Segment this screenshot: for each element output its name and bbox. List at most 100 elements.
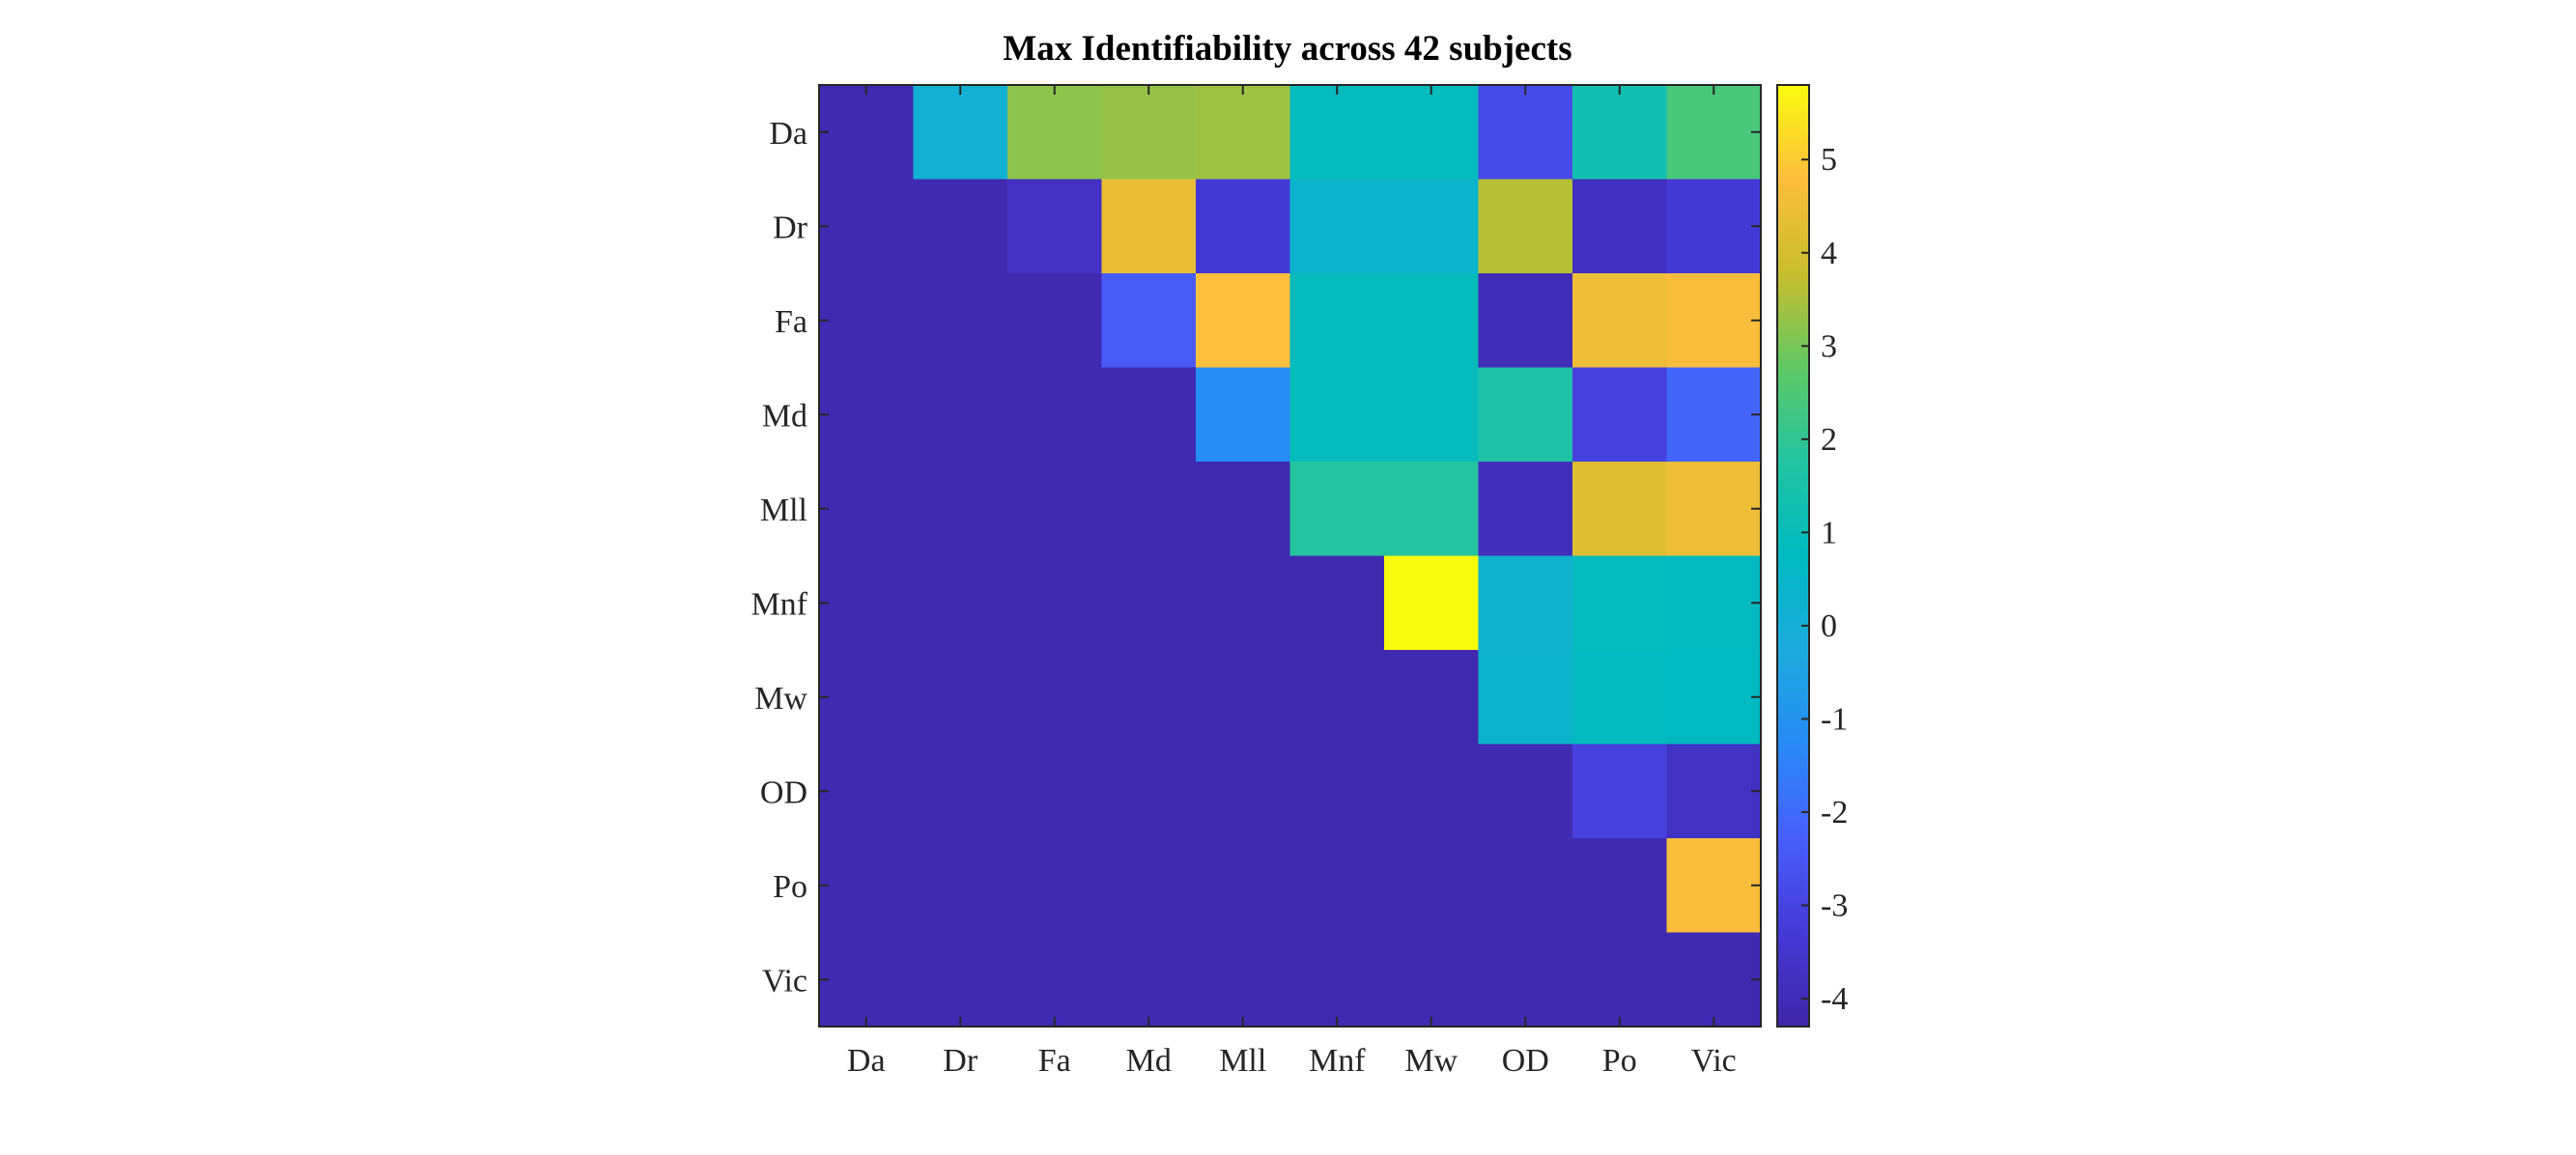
heatmap-cell — [819, 85, 915, 181]
colorbar-frame — [1776, 84, 1810, 1028]
x-tick-label: Dr — [943, 1043, 978, 1079]
colorbar-ticks: -4 -3 -2 -1 0 1 2 3 4 5 — [1801, 142, 1848, 1017]
heatmap-cell — [1572, 744, 1668, 839]
heatmap-cell — [1289, 273, 1385, 369]
heatmap-cell — [1007, 744, 1103, 839]
heatmap-cell — [1478, 650, 1573, 746]
heatmap-cell — [1666, 744, 1762, 839]
x-tick-label: Mnf — [1309, 1043, 1366, 1079]
heatmap-cell — [1478, 838, 1573, 934]
y-tick-label: Vic — [762, 963, 807, 999]
y-tick-label: Mll — [760, 493, 807, 528]
heatmap-cell — [819, 367, 915, 463]
colorbar-tick-label: 0 — [1821, 608, 1837, 644]
heatmap-cell — [1289, 744, 1385, 839]
x-tick-label: Fa — [1038, 1043, 1071, 1079]
heatmap-cell — [1289, 932, 1385, 1028]
heatmap-cell — [1384, 555, 1480, 651]
x-tick-label: Mll — [1219, 1043, 1266, 1079]
heatmap-cell — [1572, 367, 1668, 463]
heatmap-cell — [1572, 555, 1668, 651]
x-tick-label: Md — [1126, 1043, 1172, 1079]
heatmap-cell — [913, 650, 1008, 746]
x-tick-label: Da — [847, 1043, 886, 1079]
heatmap-cell — [913, 179, 1008, 274]
heatmap-cell — [1289, 650, 1385, 746]
heatmap-cell — [913, 744, 1008, 839]
heatmap-cell — [1101, 932, 1197, 1028]
heatmap-cell — [819, 462, 915, 557]
heatmap-cell — [1101, 555, 1197, 651]
colorbar-gradient — [1777, 85, 1809, 1027]
heatmap-cell — [913, 367, 1008, 463]
heatmap-cell — [1196, 179, 1291, 274]
heatmap-cell — [1196, 744, 1291, 839]
heatmap-cell — [913, 838, 1008, 934]
colorbar-tick-label: 2 — [1821, 422, 1837, 458]
y-tick-labels: Da Dr Fa Md Mll Mnf Mw OD Po Vic — [750, 116, 807, 1000]
heatmap-cell — [1101, 462, 1197, 557]
heatmap-cell — [1666, 462, 1762, 557]
heatmap-cell — [1478, 932, 1573, 1028]
heatmap-cell — [1007, 462, 1103, 557]
heatmap-cell — [1666, 932, 1762, 1028]
heatmap-cells — [819, 85, 1762, 1028]
axis-ticks — [819, 85, 1761, 1027]
heatmap-cell — [1101, 85, 1197, 181]
colorbar-tick-label: -1 — [1821, 701, 1848, 737]
heatmap-cell — [1196, 650, 1291, 746]
colorbar-tick-label: 5 — [1821, 142, 1837, 178]
heatmap-cell — [1289, 555, 1385, 651]
heatmap-cell — [1196, 367, 1291, 463]
heatmap-cell — [819, 932, 915, 1028]
heatmap-cell — [1196, 85, 1291, 181]
heatmap-cell — [1666, 838, 1762, 934]
heatmap-cell — [1007, 932, 1103, 1028]
heatmap-cell — [1478, 273, 1573, 369]
heatmap-cell — [1478, 179, 1573, 274]
heatmap-cell — [1289, 462, 1385, 557]
heatmap-cell — [1007, 555, 1103, 651]
heatmap-cell — [1478, 367, 1573, 463]
y-tick-label: Mw — [754, 681, 807, 717]
heatmap-cell — [1478, 744, 1573, 839]
heatmap-cell — [1666, 273, 1762, 369]
heatmap-cell — [1007, 838, 1103, 934]
heatmap-cell — [913, 462, 1008, 557]
y-tick-label: Md — [762, 398, 807, 434]
colorbar-tick-label: 3 — [1821, 328, 1837, 364]
heatmap-cell — [1289, 179, 1385, 274]
heatmap-cell — [1101, 744, 1197, 839]
heatmap-cell — [1007, 367, 1103, 463]
heatmap-cell — [819, 179, 915, 274]
heatmap-cell — [1572, 85, 1668, 181]
heatmap-cell — [1101, 838, 1197, 934]
heatmap-cell — [913, 555, 1008, 651]
heatmap-cell — [1572, 838, 1668, 934]
heatmap-cell — [819, 838, 915, 934]
heatmap-cell — [913, 932, 1008, 1028]
heatmap-cell — [819, 273, 915, 369]
heatmap-cell — [1572, 273, 1668, 369]
x-tick-label: Vic — [1691, 1043, 1737, 1079]
heatmap-cell — [1666, 85, 1762, 181]
colorbar: -4 -3 -2 -1 0 1 2 3 4 5 — [1776, 84, 1848, 1028]
heatmap-cell — [1101, 367, 1197, 463]
heatmap-cell — [1384, 462, 1480, 557]
colorbar-tick-label: -3 — [1821, 888, 1848, 924]
axes-frame — [818, 84, 1762, 1028]
heatmap-cell — [819, 555, 915, 651]
colorbar-tick-label: -2 — [1821, 795, 1848, 831]
heatmap-cell — [1196, 838, 1291, 934]
heatmap-cell — [1478, 555, 1573, 651]
heatmap-cell — [1478, 462, 1573, 557]
heatmap-cell — [1007, 650, 1103, 746]
heatmap-cell — [1666, 555, 1762, 651]
chart-title: Max Identifiability across 42 subjects — [1003, 29, 1572, 69]
heatmap-cell — [1101, 273, 1197, 369]
heatmap-cell — [1196, 555, 1291, 651]
heatmap-cell — [1666, 650, 1762, 746]
heatmap-cell — [1196, 932, 1291, 1028]
heatmap-cell — [819, 744, 915, 839]
